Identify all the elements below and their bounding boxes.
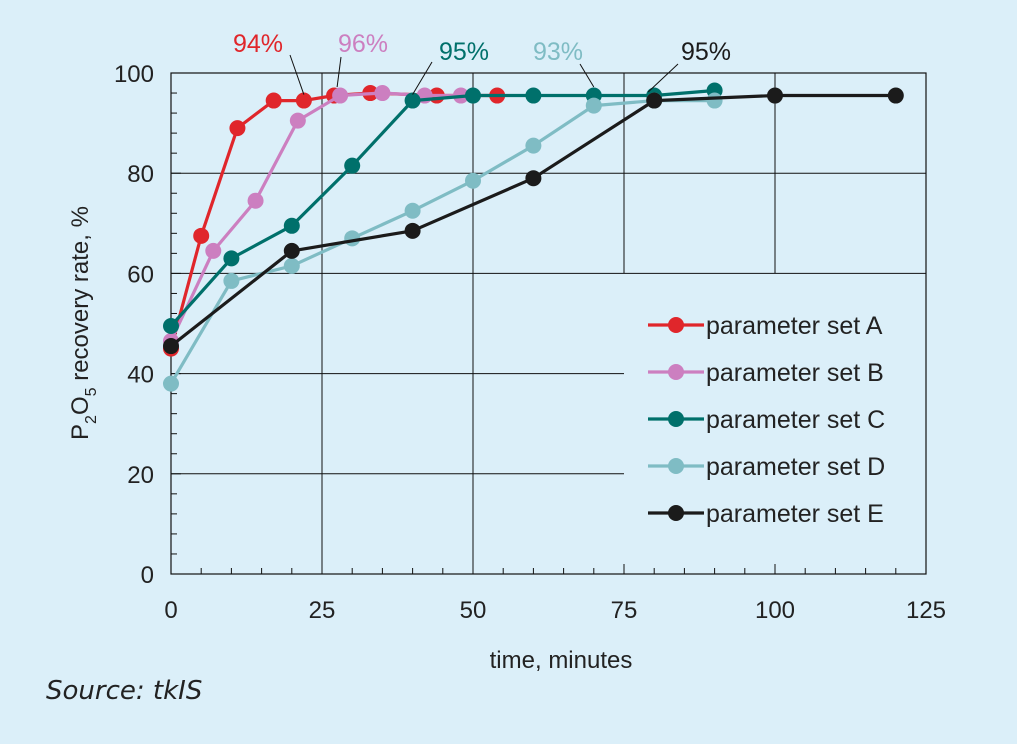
series-point-parameter-set-b-5 — [374, 85, 391, 102]
x-tick-label-50: 50 — [460, 597, 487, 624]
legend: parameter set A parameter set B parameter … — [648, 312, 885, 528]
series-point-parameter-set-e-1 — [283, 242, 300, 259]
series-point-parameter-set-a-1 — [193, 227, 210, 244]
annotation-leader-3 — [579, 63, 595, 88]
series-point-parameter-set-a-3 — [265, 92, 282, 109]
series-point-parameter-set-d-6 — [525, 137, 542, 154]
series-point-parameter-set-c-0 — [163, 318, 179, 335]
legend-label-parameter-set-e: parameter set E — [706, 500, 884, 528]
legend-marker-parameter-set-a — [668, 317, 684, 333]
y-tick-label-0: 0 — [141, 562, 154, 589]
legend-label-parameter-set-c: parameter set C — [706, 406, 885, 434]
series-point-parameter-set-e-4 — [646, 92, 663, 109]
source-note: Source: tkIS — [46, 676, 202, 706]
series-point-parameter-set-b-1 — [205, 242, 222, 259]
annotation-leader-4 — [647, 63, 679, 93]
y-axis-title-rest: recovery rate, % — [67, 206, 94, 387]
legend-marker-parameter-set-d — [668, 458, 684, 474]
series-point-parameter-set-d-9 — [706, 92, 723, 109]
legend-marker-parameter-set-b — [668, 364, 684, 380]
series-line-parameter-set-c — [169, 88, 715, 328]
legend-label-parameter-set-b: parameter set B — [706, 359, 884, 387]
series-point-parameter-set-b-4 — [332, 87, 349, 104]
x-tick-label-25: 25 — [309, 597, 336, 624]
series-point-parameter-set-c-2 — [283, 217, 300, 234]
series-point-parameter-set-e-2 — [404, 222, 421, 239]
series-point-parameter-set-a-2 — [229, 120, 246, 137]
grid-lines — [171, 73, 926, 574]
series-point-parameter-set-e-3 — [525, 170, 542, 187]
y-tick-label-40: 40 — [127, 362, 154, 389]
plot-area — [171, 73, 926, 574]
x-axis-title: time, minutes — [490, 647, 633, 674]
legend-marker-parameter-set-e — [668, 505, 684, 521]
series-parameter-set-e — [163, 87, 904, 355]
x-tick-label-125: 125 — [906, 597, 946, 624]
series-point-parameter-set-b-2 — [247, 192, 264, 209]
series-point-parameter-set-d-7 — [585, 97, 602, 114]
legend-marker-parameter-set-c — [668, 411, 684, 427]
series-point-parameter-set-b-3 — [289, 112, 306, 129]
annotation-layer: 94% 96% 95% 93% 95% — [233, 30, 731, 95]
series-point-parameter-set-e-6 — [887, 87, 904, 104]
series-point-parameter-set-d-5 — [465, 172, 481, 189]
series-point-parameter-set-c-4 — [404, 92, 421, 109]
annotation-label-4: 95% — [681, 38, 731, 66]
series-point-parameter-set-c-5 — [465, 87, 481, 104]
legend-label-parameter-set-a: parameter set A — [706, 312, 883, 340]
annotation-leader-2 — [412, 61, 433, 95]
x-tick-label-100: 100 — [755, 597, 795, 624]
x-tick-label-75: 75 — [611, 597, 638, 624]
y-axis-title: P2O5 recovery rate, % — [67, 206, 100, 440]
annotation-label-1: 96% — [338, 30, 388, 58]
annotation-label-2: 95% — [439, 38, 489, 66]
series-point-parameter-set-a-4 — [295, 92, 312, 109]
y-axis-title-sub2: 5 — [83, 387, 100, 396]
x-tick-label-0: 0 — [164, 597, 177, 624]
y-axis-title-o: O — [67, 396, 94, 415]
series-point-parameter-set-c-3 — [344, 157, 361, 174]
y-axis-title-sub1: 2 — [83, 415, 100, 424]
y-tick-label-20: 20 — [127, 462, 154, 489]
series-point-parameter-set-c-1 — [223, 250, 240, 267]
y-axis-title-p: P — [67, 424, 94, 440]
y-tick-label-60: 60 — [127, 261, 154, 288]
series-point-parameter-set-d-4 — [404, 202, 421, 219]
annotation-leader-0 — [289, 54, 305, 95]
legend-label-parameter-set-d: parameter set D — [706, 453, 885, 481]
annotation-label-0: 94% — [233, 30, 283, 58]
series-point-parameter-set-d-0 — [163, 375, 179, 392]
y-tick-label-80: 80 — [127, 161, 154, 188]
series-point-parameter-set-c-6 — [525, 87, 542, 104]
annotation-leader-1 — [336, 56, 342, 88]
series-point-parameter-set-e-5 — [767, 87, 783, 104]
series-point-parameter-set-d-1 — [223, 272, 240, 289]
series-point-parameter-set-e-0 — [163, 338, 179, 355]
series-layer — [163, 82, 904, 392]
series-point-parameter-set-d-2 — [283, 257, 300, 274]
annotation-label-3: 93% — [533, 38, 583, 66]
y-tick-label-100: 100 — [114, 61, 154, 88]
